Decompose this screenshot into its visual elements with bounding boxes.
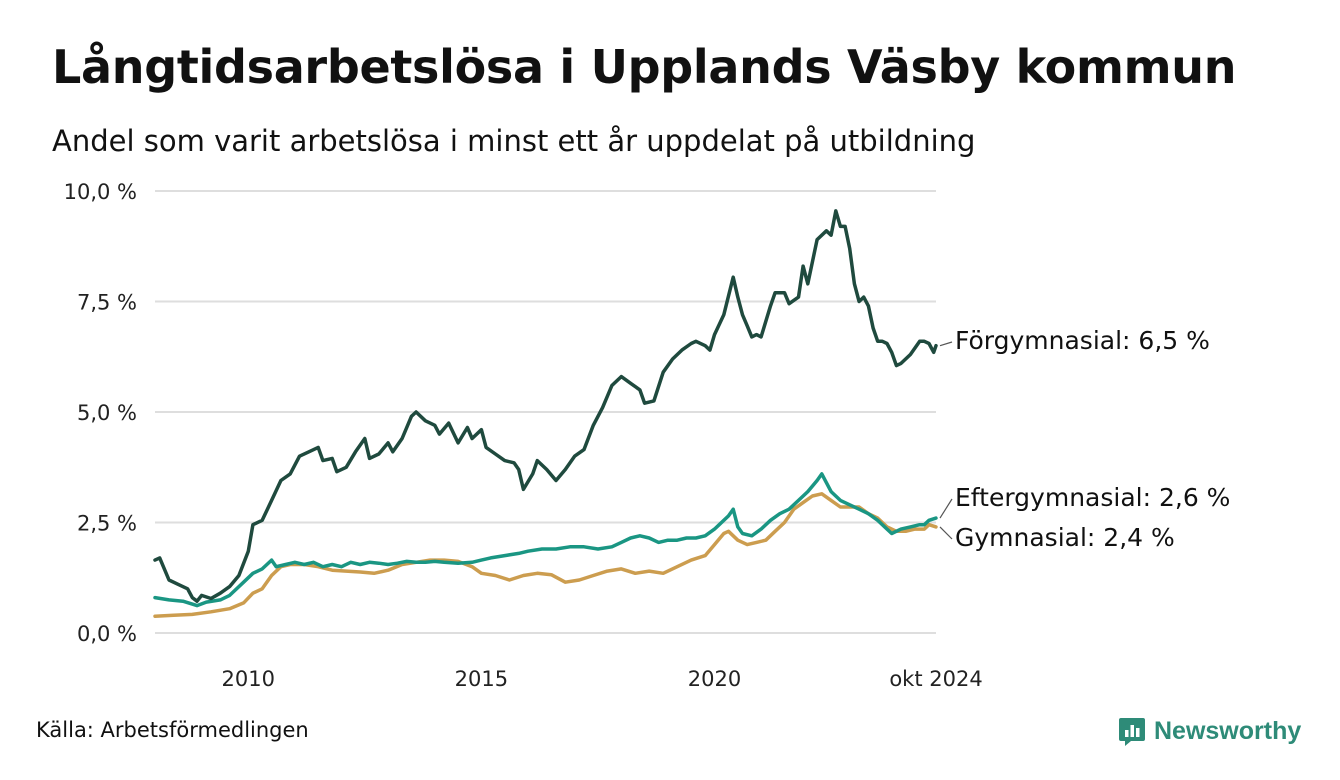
chart-title: Långtidsarbetslösa i Upplands Väsby komm…: [52, 40, 1237, 94]
x-axis-ticks: 2010 2015 2020 okt 2024: [222, 667, 983, 691]
label-leader: [939, 341, 953, 347]
y-tick-label: 0,0 %: [77, 622, 137, 646]
x-tick-label: okt 2024: [889, 667, 982, 691]
chart-subtitle: Andel som varit arbetslösa i minst ett å…: [52, 124, 976, 158]
source-note: Källa: Arbetsförmedlingen: [36, 718, 309, 742]
y-tick-label: 5,0 %: [77, 401, 137, 425]
series-line-förgymnasial: [153, 209, 938, 603]
end-label-förgymnasial: Förgymnasial: 6,5 %: [955, 326, 1210, 355]
series-end-labels: Förgymnasial: 6,5 % Eftergymnasial: 2,6 %…: [939, 326, 1230, 552]
bar-chart-icon: [1119, 718, 1145, 746]
y-tick-label: 10,0 %: [64, 180, 137, 204]
y-axis-ticks: 0,0 % 2,5 % 5,0 % 7,5 % 10,0 %: [64, 180, 137, 646]
x-tick-label: 2015: [455, 667, 508, 691]
label-leader: [939, 526, 953, 540]
label-leader: [939, 498, 953, 519]
end-label-eftergymnasial: Eftergymnasial: 2,6 %: [955, 483, 1230, 512]
line-chart: 0,0 % 2,5 % 5,0 % 7,5 % 10,0 % 2010 2015 2020 o…: [64, 180, 1231, 691]
brand-name: Newsworthy: [1154, 716, 1302, 745]
x-tick-label: 2010: [222, 667, 275, 691]
y-tick-label: 7,5 %: [77, 291, 137, 315]
brand-logo: Newsworthy: [1118, 714, 1301, 748]
series-line-gymnasial: [153, 492, 938, 618]
x-tick-label: 2020: [688, 667, 741, 691]
series-lines: [153, 209, 938, 618]
y-tick-label: 2,5 %: [77, 512, 137, 536]
end-label-gymnasial: Gymnasial: 2,4 %: [955, 523, 1175, 552]
series-line-eftergymnasial: [153, 472, 938, 608]
gridlines: [155, 190, 936, 634]
